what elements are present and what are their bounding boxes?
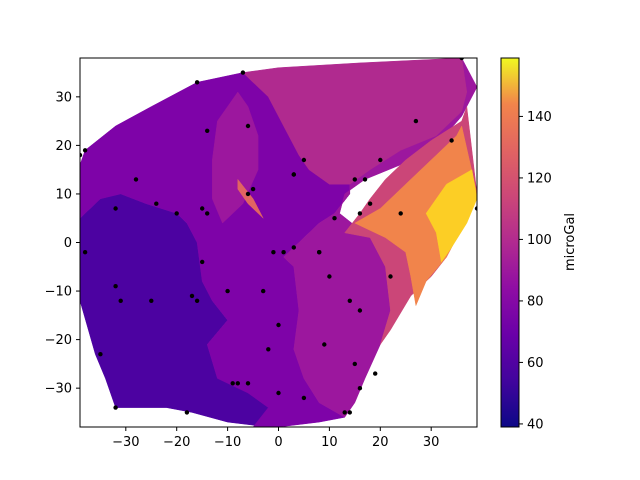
sample-point xyxy=(276,322,281,328)
sample-point xyxy=(398,211,403,216)
sample-point xyxy=(189,293,195,299)
sample-point xyxy=(301,395,307,401)
sample-point xyxy=(357,386,363,391)
sample-points xyxy=(80,58,477,415)
sample-point xyxy=(98,352,103,357)
x-tick-label: −30 xyxy=(112,435,139,450)
sample-point xyxy=(154,201,159,206)
sample-point xyxy=(113,405,118,410)
y-tick-label: 10 xyxy=(55,187,72,202)
sample-point xyxy=(332,216,337,221)
sample-point xyxy=(200,259,205,265)
sample-point xyxy=(118,298,123,303)
sample-point xyxy=(378,157,383,163)
sample-point xyxy=(149,298,154,303)
contour-region xyxy=(242,58,468,185)
colorbar-tick-label: 100 xyxy=(527,233,552,248)
y-tick-label: 0 xyxy=(64,236,72,251)
sample-point xyxy=(266,347,271,352)
x-tick-label: 0 xyxy=(274,435,282,450)
sample-point xyxy=(245,191,251,197)
sample-point xyxy=(194,298,200,303)
sample-point xyxy=(245,123,251,129)
colorbar-tick-label: 120 xyxy=(527,171,552,186)
sample-point xyxy=(357,211,363,216)
sample-point xyxy=(184,410,190,415)
contour-region xyxy=(425,169,477,263)
contour-region xyxy=(237,178,264,219)
colorbar-gradient xyxy=(500,57,520,428)
sample-point xyxy=(347,298,352,303)
x-axis: −30 −20 −10 0 10 20 30 xyxy=(112,427,439,450)
sample-point xyxy=(240,70,246,75)
y-tick-label: −10 xyxy=(45,285,72,300)
y-tick-label: −20 xyxy=(45,333,72,348)
sample-point xyxy=(352,361,357,367)
colorbar-tick-label: 80 xyxy=(527,294,544,309)
sample-point xyxy=(230,381,235,386)
plot-area xyxy=(79,57,478,428)
sample-point xyxy=(347,410,352,415)
sample-point xyxy=(250,186,256,192)
sample-point xyxy=(352,177,357,182)
sample-point xyxy=(327,274,332,279)
x-tick-label: −20 xyxy=(163,435,190,450)
sample-point xyxy=(459,58,464,61)
sample-point xyxy=(342,410,347,415)
sample-point xyxy=(271,250,276,255)
x-tick-label: 20 xyxy=(372,435,389,450)
sample-point xyxy=(113,206,118,211)
sample-point xyxy=(225,288,230,294)
sample-point xyxy=(281,250,286,255)
y-tick-label: 30 xyxy=(55,90,72,105)
sample-point xyxy=(413,118,419,124)
sample-point xyxy=(357,308,363,313)
colorbar-ticks: 40 60 80 100 120 140 xyxy=(519,110,552,432)
colorbar-label: microGal xyxy=(563,213,578,271)
sample-point xyxy=(373,371,378,376)
y-tick-label: −30 xyxy=(45,382,72,397)
y-axis: −30 −20 −10 0 10 20 30 xyxy=(45,90,80,397)
sample-point xyxy=(301,157,307,163)
sample-point xyxy=(362,177,368,182)
sample-point xyxy=(200,206,205,211)
sample-point xyxy=(194,80,200,85)
y-tick-label: 20 xyxy=(55,139,72,154)
sample-point xyxy=(317,250,322,255)
sample-point xyxy=(205,211,210,216)
sample-point xyxy=(113,284,118,289)
colorbar-tick-label: 140 xyxy=(527,110,552,125)
sample-point xyxy=(276,390,281,396)
colorbar: 40 60 80 100 120 140 microGal xyxy=(500,57,578,432)
sample-point xyxy=(82,250,88,255)
sample-point xyxy=(322,342,327,347)
sample-point xyxy=(245,381,251,386)
x-tick-label: −10 xyxy=(214,435,241,450)
x-tick-label: 30 xyxy=(423,435,440,450)
sample-point xyxy=(261,288,266,294)
sample-point xyxy=(82,148,88,153)
x-tick-label: 10 xyxy=(321,435,338,450)
sample-point xyxy=(291,172,296,177)
sample-point xyxy=(474,206,477,211)
sample-point xyxy=(80,152,83,158)
sample-point xyxy=(388,274,393,279)
sample-point xyxy=(235,381,240,386)
sample-point xyxy=(174,211,179,216)
sample-point xyxy=(133,177,139,182)
colorbar-tick-label: 40 xyxy=(527,417,544,432)
sample-point xyxy=(367,201,373,206)
colorbar-tick-label: 60 xyxy=(527,356,544,371)
sample-point xyxy=(291,245,296,250)
sample-point xyxy=(449,138,454,143)
sample-point xyxy=(205,128,210,133)
